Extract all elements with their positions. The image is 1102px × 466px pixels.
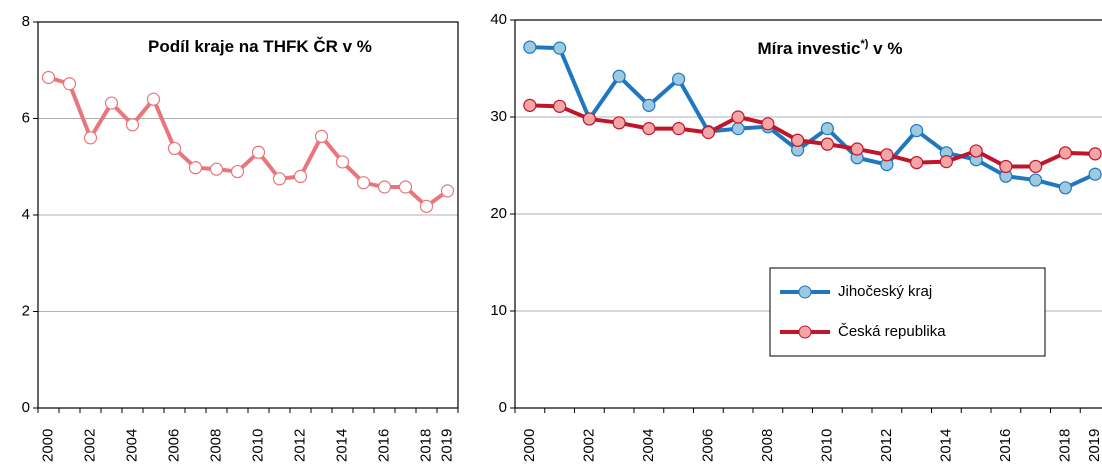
chart-title: Podíl kraje na THFK ČR v % <box>148 37 372 56</box>
point <box>125 118 140 132</box>
point <box>731 122 745 136</box>
x-tick-label: 2010 <box>249 429 266 462</box>
point <box>910 155 924 170</box>
x-tick-label: 2016 <box>375 429 392 462</box>
point <box>553 41 567 55</box>
x-tick-label: 2019 <box>1086 429 1102 462</box>
x-tick-label: 2006 <box>165 429 182 462</box>
y-tick-label: 30 <box>490 108 507 125</box>
point <box>419 199 434 213</box>
y-tick-label: 10 <box>490 302 507 319</box>
legend-marker <box>798 325 812 339</box>
point <box>377 180 392 194</box>
point <box>62 77 77 91</box>
point <box>251 145 266 159</box>
y-tick-label: 4 <box>22 206 30 223</box>
point <box>272 172 287 186</box>
point <box>1088 167 1102 181</box>
x-tick-label: 2008 <box>759 429 776 462</box>
point <box>910 123 924 138</box>
legend-label: Česká republika <box>838 323 946 340</box>
title-part: Podíl kraje na THFK ČR v % <box>148 37 372 56</box>
legend-marker <box>798 285 812 299</box>
point <box>398 180 413 194</box>
y-tick-label: 8 <box>22 13 30 30</box>
y-tick-label: 2 <box>22 302 30 319</box>
point <box>820 137 834 151</box>
y-tick-label: 0 <box>22 399 30 416</box>
point <box>880 148 894 162</box>
point <box>335 155 350 169</box>
point <box>1029 159 1043 174</box>
x-tick-label: 2000 <box>521 429 538 462</box>
point <box>582 112 596 126</box>
point <box>523 98 537 112</box>
x-tick-label: 2014 <box>937 429 954 462</box>
point <box>612 116 626 130</box>
point <box>820 122 834 136</box>
point <box>672 72 686 86</box>
point <box>939 155 953 169</box>
point <box>701 125 715 140</box>
chart-title: Míra investic*) v % <box>758 38 903 59</box>
x-tick-label: 2006 <box>699 429 716 462</box>
point <box>791 133 805 147</box>
y-tick-label: 0 <box>499 399 507 416</box>
y-tick-label: 20 <box>490 205 507 222</box>
point <box>1058 146 1072 160</box>
point <box>167 141 182 156</box>
series-line <box>529 103 1096 169</box>
point <box>642 98 656 112</box>
point <box>672 122 686 136</box>
x-tick-label: 2012 <box>878 429 895 462</box>
x-tick-label: 2016 <box>997 429 1014 462</box>
point <box>293 169 308 183</box>
x-tick-label: 2004 <box>123 429 140 462</box>
point <box>1029 173 1043 187</box>
x-tick-label: 2014 <box>333 429 350 462</box>
point <box>146 92 161 106</box>
x-tick-label: 2010 <box>818 429 835 462</box>
point <box>314 129 329 143</box>
point <box>41 70 56 85</box>
legend-label: Jihočeský kraj <box>838 283 932 300</box>
x-tick-label: 2002 <box>81 429 98 462</box>
point <box>761 117 775 131</box>
title-part: *) <box>861 38 869 50</box>
point <box>612 69 626 83</box>
point <box>1088 147 1102 161</box>
x-tick-label: 2019 <box>438 429 455 462</box>
point <box>104 96 119 110</box>
point <box>230 164 245 179</box>
point <box>440 184 455 198</box>
point <box>850 142 864 156</box>
legend <box>769 267 1046 357</box>
point <box>999 159 1013 174</box>
x-tick-label: 2000 <box>39 429 56 462</box>
point <box>642 122 656 136</box>
point <box>969 144 983 158</box>
title-part: v % <box>868 39 902 58</box>
point <box>356 176 371 190</box>
point <box>553 99 567 113</box>
point <box>83 131 98 145</box>
x-tick-label: 2018 <box>417 429 434 462</box>
x-tick-label: 2012 <box>291 429 308 462</box>
x-tick-label: 2008 <box>207 429 224 462</box>
x-tick-label: 2018 <box>1056 429 1073 462</box>
point <box>523 40 537 54</box>
y-tick-label: 40 <box>490 11 507 28</box>
title-part: Míra investic <box>758 39 861 58</box>
point <box>1058 181 1072 195</box>
y-tick-label: 6 <box>22 109 30 126</box>
x-tick-label: 2004 <box>640 429 657 462</box>
point <box>731 110 745 124</box>
point <box>209 162 224 176</box>
point <box>188 161 203 175</box>
x-tick-label: 2002 <box>580 429 597 462</box>
